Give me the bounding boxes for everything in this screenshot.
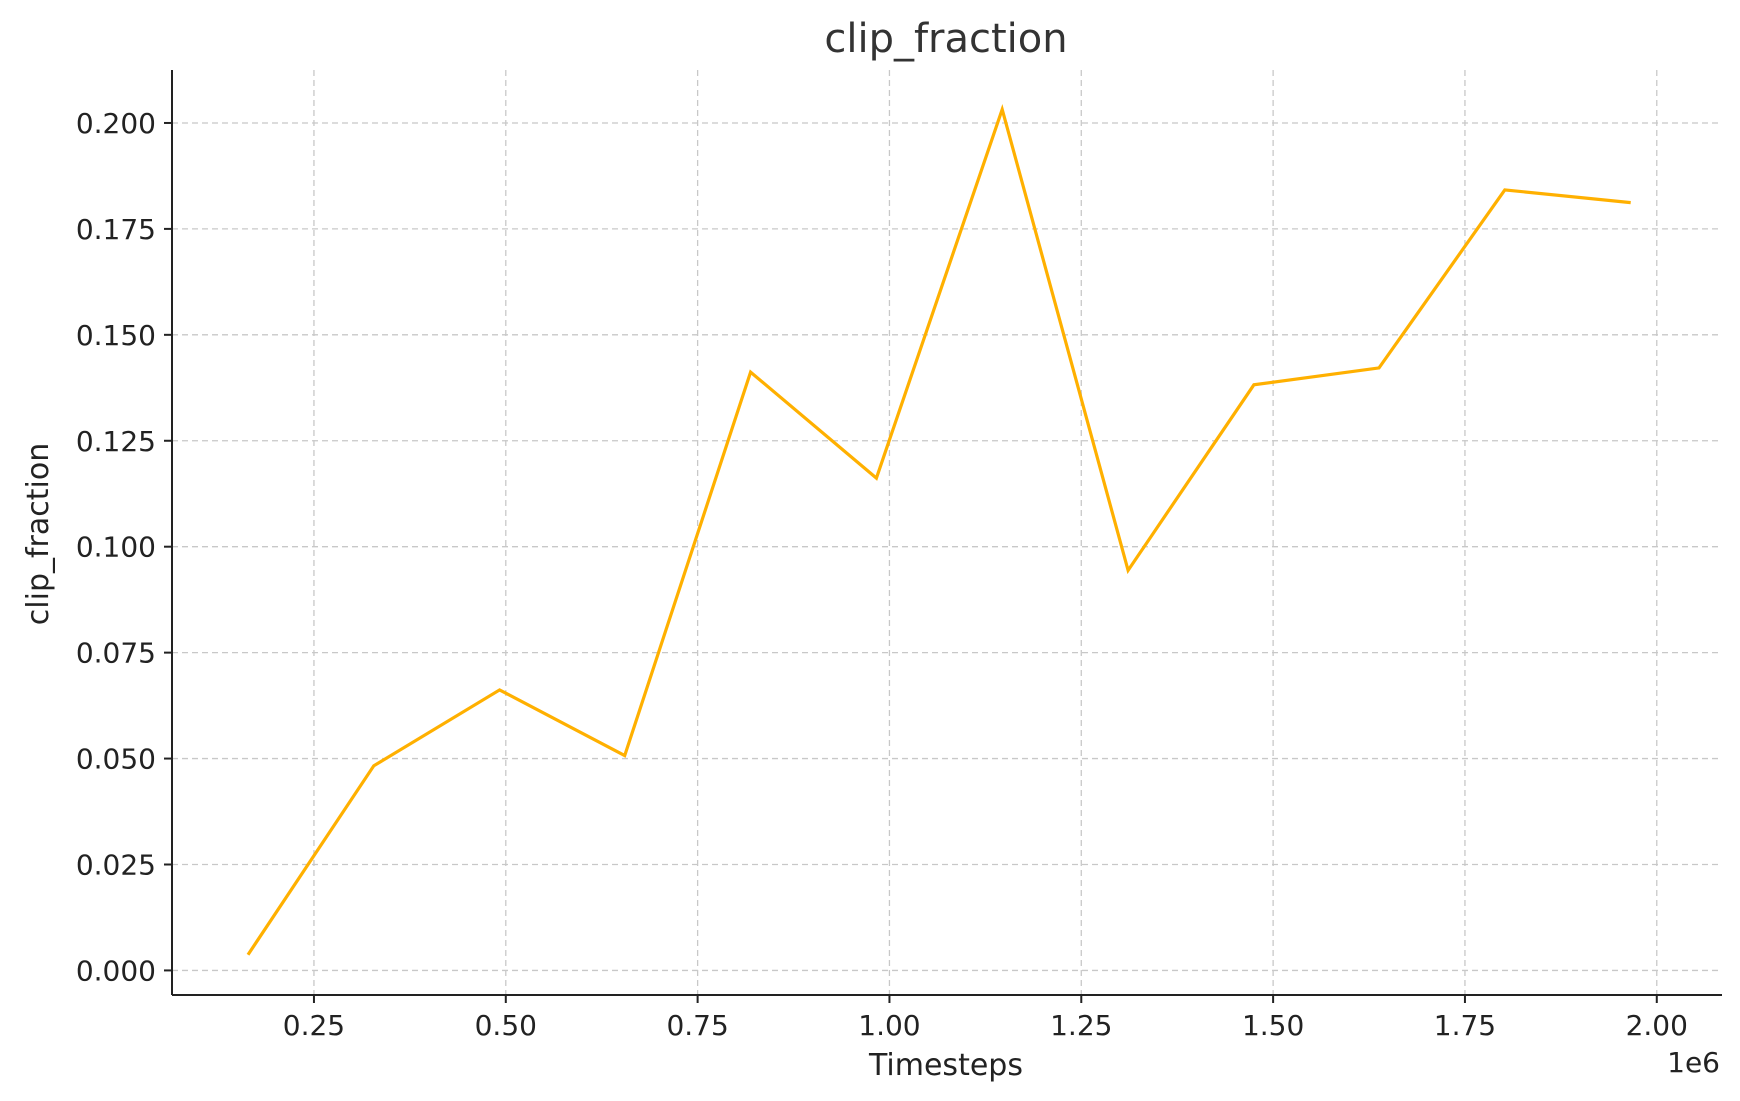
x-tick-label: 0.50 <box>475 1009 537 1042</box>
y-tick-label: 0.050 <box>76 743 156 776</box>
x-tick-label: 1.50 <box>1242 1009 1304 1042</box>
x-tick-label: 0.75 <box>666 1009 728 1042</box>
y-tick-label: 0.100 <box>76 531 156 564</box>
y-tick-label: 0.000 <box>76 954 156 987</box>
series-line <box>246 103 1631 956</box>
series-layer <box>246 103 1631 956</box>
x-tick-label: 1.00 <box>858 1009 920 1042</box>
y-axis-label: clip_fraction <box>21 443 56 625</box>
y-tick-label: 0.075 <box>76 637 156 670</box>
y-tick-label: 0.125 <box>76 425 156 458</box>
y-tick-label: 0.175 <box>76 213 156 246</box>
chart-title: clip_fraction <box>824 16 1067 62</box>
x-tick-label: 2.00 <box>1626 1009 1688 1042</box>
x-axis-label: Timesteps <box>868 1048 1023 1083</box>
axis-ticks: 0.25 0.50 0.75 1.00 1.25 1.50 1.75 2.00 0.000 0.0… <box>76 70 1722 1042</box>
y-tick-label: 0.150 <box>76 319 156 352</box>
grid-lines <box>172 70 1722 995</box>
x-tick-label: 0.25 <box>283 1009 345 1042</box>
y-tick-label: 0.200 <box>76 107 156 140</box>
x-axis-offset-label: 1e6 <box>1667 1046 1720 1079</box>
x-tick-label: 1.25 <box>1050 1009 1112 1042</box>
x-tick-label: 1.75 <box>1434 1009 1496 1042</box>
y-tick-label: 0.025 <box>76 848 156 881</box>
